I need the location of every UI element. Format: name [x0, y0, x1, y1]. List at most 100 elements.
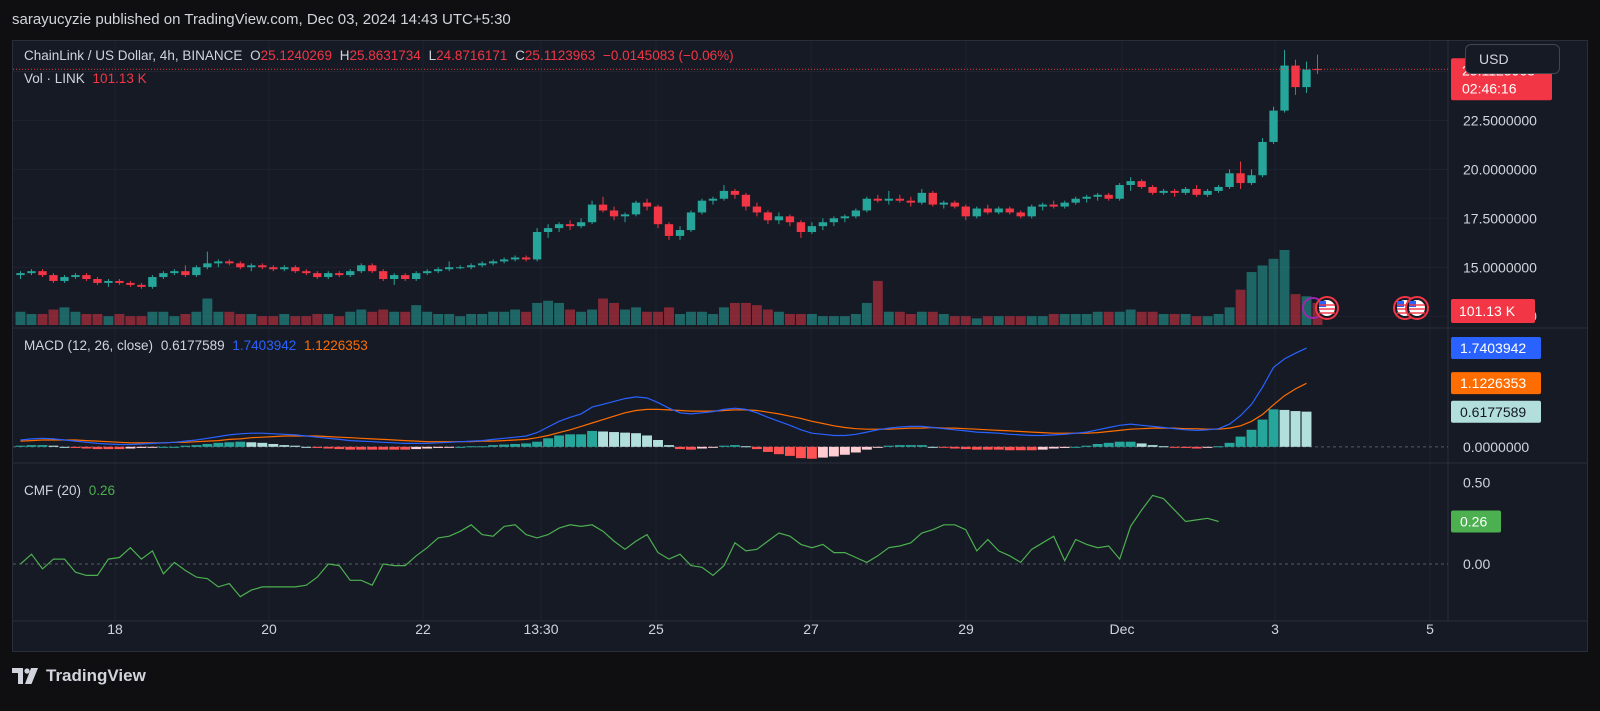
- candle-body: [499, 259, 509, 262]
- volume-bar: [620, 309, 630, 325]
- volume-value: 101.13 K: [92, 71, 147, 86]
- candle-body: [379, 271, 388, 280]
- candle-body: [1027, 206, 1036, 217]
- tradingview-logo[interactable]: TradingView: [12, 666, 146, 686]
- macd-histogram-bar: [697, 446, 707, 449]
- low-value: 24.8716171: [436, 48, 508, 63]
- macd-hist-value: 0.6177589: [160, 338, 225, 353]
- volume-bar: [554, 302, 565, 325]
- volume-bar: [389, 311, 400, 325]
- volume-bar: [850, 313, 861, 325]
- macd-histogram-bar: [1202, 446, 1213, 448]
- volume-bar: [169, 316, 180, 325]
- volume-bar: [180, 313, 191, 325]
- chart-canvas[interactable]: 22.5000000 20.0000000 17.5000000 15.0000000…: [13, 41, 1588, 652]
- candle-body: [357, 265, 366, 272]
- candle-body: [477, 263, 487, 266]
- volume-bar: [916, 311, 927, 325]
- macd-histogram-bar: [971, 446, 982, 450]
- volume-bar: [136, 316, 147, 325]
- volume-label[interactable]: Vol · LINK: [24, 71, 85, 86]
- macd-histogram-bar: [477, 446, 488, 448]
- macd-histogram-bar: [1026, 446, 1037, 451]
- macd-histogram-bar: [894, 445, 905, 447]
- volume-bar: [114, 313, 125, 325]
- candle-body: [82, 275, 91, 280]
- candle-body: [269, 267, 278, 270]
- macd-histogram-bar: [290, 445, 301, 447]
- macd-histogram-bar: [158, 446, 169, 448]
- volume-bar: [642, 311, 652, 325]
- macd-histogram-bar: [1246, 429, 1257, 447]
- macd-histogram-bar: [1301, 411, 1312, 447]
- candle-body: [1203, 190, 1212, 195]
- candle-body: [126, 282, 135, 285]
- macd-histogram-bar: [795, 446, 806, 459]
- candle-body: [27, 271, 36, 274]
- volume-bar: [1257, 265, 1268, 325]
- macd-histogram-bar: [1114, 441, 1125, 447]
- candle-body: [818, 222, 828, 227]
- candle-body: [598, 204, 608, 211]
- candle-body: [895, 198, 905, 201]
- chart-area[interactable]: 22.5000000 20.0000000 17.5000000 15.0000000…: [12, 40, 1588, 652]
- candle-body: [1016, 212, 1025, 217]
- cmf-value: 0.26: [88, 483, 116, 498]
- volume-bar: [103, 316, 114, 325]
- macd-signal-value: 1.1226353: [304, 338, 368, 353]
- volume-bar: [1279, 250, 1290, 325]
- macd-histogram-bar: [257, 442, 268, 447]
- volume-bar: [1169, 313, 1180, 325]
- symbol-name[interactable]: ChainLink / US Dollar, 4h, BINANCE: [24, 48, 243, 63]
- volume-bar: [773, 311, 784, 325]
- footer: TradingView: [0, 652, 1600, 711]
- candle-body: [653, 206, 663, 225]
- candle-body: [884, 198, 894, 201]
- macd-label[interactable]: MACD (12, 26, close): [24, 338, 154, 353]
- volume-bar: [576, 311, 587, 325]
- change-value: −0.0145083 (−0.06%): [603, 48, 734, 63]
- volume-bar: [1202, 316, 1213, 325]
- us-flag-icon-canton: [1397, 301, 1404, 307]
- volume-bar: [993, 316, 1004, 325]
- candle-body: [192, 267, 201, 276]
- macd-histogram-bar: [411, 446, 422, 450]
- volume-bar: [1191, 316, 1202, 325]
- time-tick-label: 3: [1271, 621, 1279, 637]
- volume-bar: [1026, 316, 1037, 325]
- candle-body: [939, 202, 948, 205]
- price-tick-label: 17.5000000: [1463, 210, 1537, 226]
- macd-histogram-bar: [631, 433, 641, 447]
- volume-bar: [235, 313, 246, 325]
- volume-bar: [795, 313, 806, 325]
- candle-body: [752, 206, 762, 213]
- volume-bar: [1070, 313, 1081, 325]
- macd-histogram-bar: [268, 443, 279, 447]
- macd-hist-badge: [1451, 400, 1541, 423]
- candle-body: [983, 208, 992, 213]
- macd-histogram-bar: [554, 435, 565, 447]
- macd-histogram-bar: [664, 445, 674, 447]
- macd-histogram-bar: [1070, 446, 1081, 448]
- macd-histogram-bar: [279, 445, 290, 447]
- volume-bar: [70, 311, 81, 325]
- us-flag-icon: [1315, 296, 1339, 320]
- volume-bar: [510, 309, 521, 325]
- candle-body: [851, 210, 861, 217]
- currency-button[interactable]: USD: [1465, 44, 1560, 74]
- candle-body: [71, 275, 80, 278]
- macd-histogram-bar: [246, 442, 257, 447]
- volume-bar: [411, 305, 422, 325]
- candle-body: [1236, 173, 1245, 184]
- volume-bar: [455, 316, 466, 325]
- macd-histogram-bar: [839, 446, 850, 455]
- candle-body: [16, 273, 25, 276]
- candle-body: [390, 275, 399, 280]
- macd-histogram-bar: [1191, 446, 1202, 449]
- candle-body: [93, 279, 102, 283]
- volume-badge-label: 101.13 K: [1459, 303, 1516, 319]
- cmf-label[interactable]: CMF (20): [24, 483, 81, 498]
- macd-histogram-bar: [1224, 442, 1235, 447]
- volume-bar: [312, 313, 323, 325]
- candle-body: [203, 263, 212, 268]
